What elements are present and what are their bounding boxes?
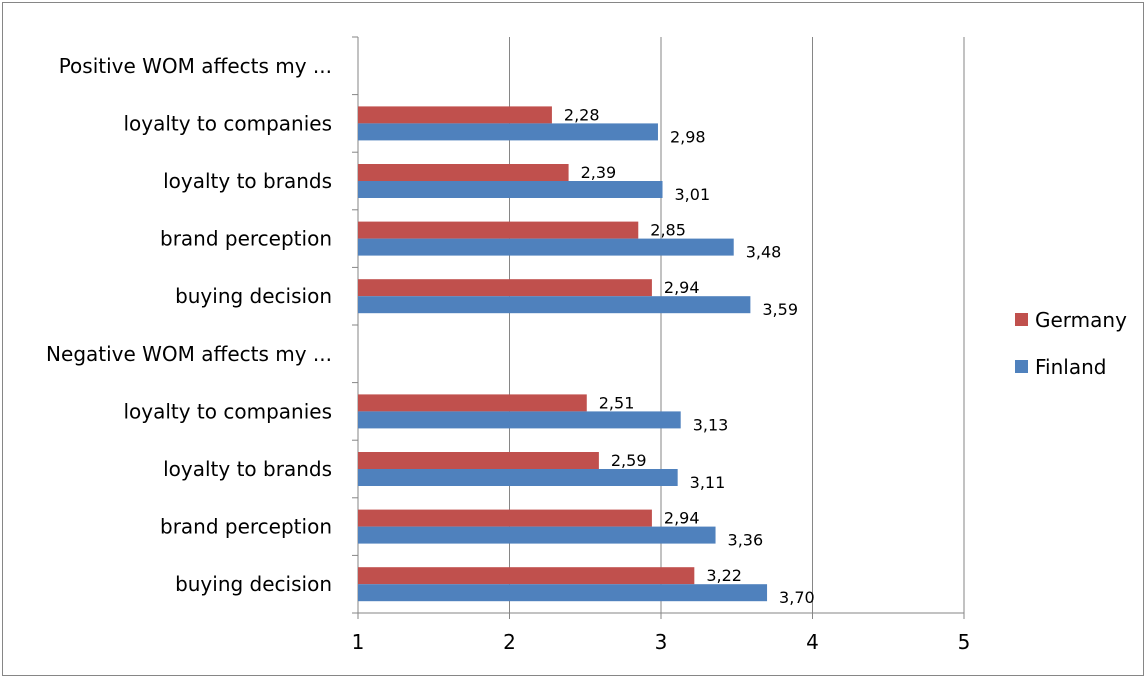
- x-tick-label: 1: [352, 630, 365, 654]
- bar-germany: [358, 452, 599, 469]
- category-label: loyalty to brands: [163, 169, 332, 193]
- bar-germany: [358, 164, 569, 181]
- data-label-germany: 2,94: [664, 509, 700, 528]
- bar-germany: [358, 106, 552, 124]
- category-label: loyalty to brands: [163, 457, 332, 481]
- category-label: loyalty to companies: [123, 111, 332, 135]
- data-label-finland: 3,01: [675, 185, 711, 204]
- category-label: loyalty to companies: [123, 399, 332, 423]
- legend-label-finland: Finland: [1035, 355, 1106, 379]
- data-label-finland: 3,13: [693, 415, 729, 434]
- category-label: Positive WOM affects my ...: [59, 54, 332, 78]
- data-label-finland: 3,59: [762, 300, 798, 319]
- data-label-germany: 2,59: [611, 451, 647, 470]
- data-label-germany: 2,94: [664, 278, 700, 297]
- bar-germany: [358, 279, 652, 297]
- legend-swatch-germany: [1015, 313, 1028, 326]
- bar-germany: [358, 394, 587, 412]
- bar-finland: [358, 238, 734, 256]
- category-label: brand perception: [160, 515, 332, 539]
- bar-finland: [358, 296, 751, 314]
- category-label: Negative WOM affects my ...: [46, 342, 332, 366]
- category-label: buying decision: [175, 284, 332, 308]
- bar-finland: [358, 411, 681, 429]
- data-label-germany: 2,51: [599, 393, 635, 412]
- x-tick-label: 3: [655, 630, 668, 654]
- data-label-finland: 3,36: [728, 531, 764, 550]
- data-label-finland: 3,11: [690, 473, 726, 492]
- category-label: brand perception: [160, 227, 332, 251]
- bar-finland: [358, 181, 663, 198]
- bar-germany: [358, 221, 639, 239]
- legend-swatch-finland: [1015, 360, 1028, 373]
- bar-germany: [358, 567, 695, 585]
- legend-label-germany: Germany: [1035, 308, 1127, 332]
- data-label-germany: 3,22: [706, 566, 742, 585]
- x-tick-label: 2: [503, 630, 516, 654]
- bar-finland: [358, 526, 716, 544]
- data-label-finland: 3,48: [746, 243, 782, 262]
- data-label-germany: 2,85: [650, 221, 686, 240]
- category-label: buying decision: [175, 572, 332, 596]
- bar-finland: [358, 123, 658, 141]
- data-label-finland: 2,98: [670, 127, 706, 146]
- x-tick-label: 5: [958, 630, 971, 654]
- x-tick-label: 4: [806, 630, 819, 654]
- data-label-germany: 2,28: [564, 105, 600, 124]
- data-label-finland: 3,70: [779, 588, 815, 607]
- bar-germany: [358, 509, 652, 527]
- bar-finland: [358, 469, 678, 486]
- bar-finland: [358, 584, 768, 602]
- data-label-germany: 2,39: [581, 163, 617, 182]
